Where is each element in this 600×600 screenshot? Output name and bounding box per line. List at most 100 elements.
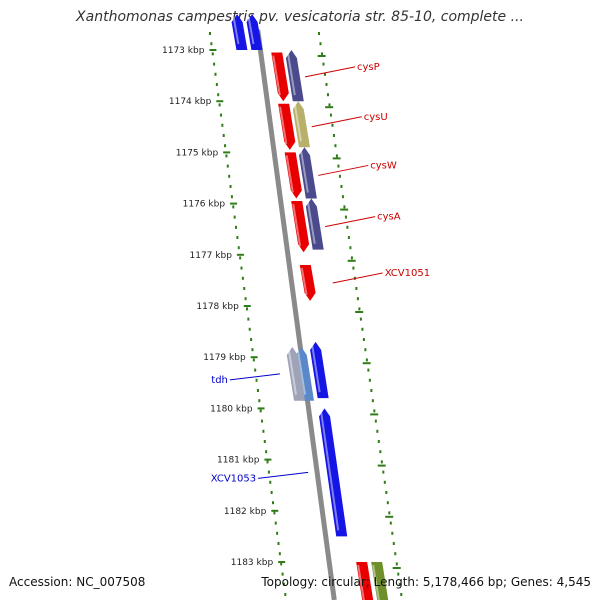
ruler-dot bbox=[247, 317, 250, 321]
ruler-dot bbox=[386, 501, 389, 505]
ruler-dot bbox=[350, 256, 353, 260]
gene-arrow-cysU[interactable] bbox=[278, 103, 296, 150]
gene-callout-line bbox=[332, 272, 383, 284]
gene-highlight bbox=[372, 564, 380, 600]
ruler-ticks: 1173 kbp 1174 kbp 1175 kbp 1176 kbp 1177 kbp… bbox=[162, 46, 401, 569]
gene-arrow-XCV1051[interactable] bbox=[299, 265, 316, 301]
ruler-dot bbox=[228, 174, 231, 178]
gene-arrow-top-rev-a[interactable] bbox=[231, 14, 248, 50]
gene-callout-line bbox=[304, 66, 356, 78]
ruler-dot bbox=[326, 93, 329, 97]
ruler-dot bbox=[391, 531, 394, 535]
ruler-dot bbox=[356, 297, 359, 301]
gene-highlight bbox=[287, 349, 297, 395]
ruler-dot bbox=[266, 460, 269, 464]
ruler-dot bbox=[331, 123, 334, 127]
ruler-dot bbox=[282, 582, 285, 586]
gene-arrow-tdh-b[interactable] bbox=[286, 346, 306, 401]
genome-summary: Topology: circular; Length: 5,178,466 bp… bbox=[261, 575, 591, 589]
ruler-dot bbox=[267, 470, 270, 474]
ruler-dot bbox=[382, 470, 385, 474]
gene-label-XCV1051[interactable]: XCV1051 bbox=[385, 268, 430, 279]
outer-ruler-dots bbox=[209, 32, 287, 596]
gene-arrow-cysP-rev[interactable] bbox=[285, 50, 304, 102]
gene-features[interactable] bbox=[231, 14, 389, 600]
gene-arrow-cysA[interactable] bbox=[291, 201, 310, 253]
gene-label-cysP[interactable]: cysP bbox=[357, 62, 380, 73]
ruler-dot bbox=[241, 276, 244, 280]
ruler-dot bbox=[262, 429, 265, 433]
ruler-dot bbox=[323, 72, 326, 76]
gene-arrow-tdh[interactable] bbox=[295, 346, 315, 401]
gene-arrow-cysW-rev[interactable] bbox=[298, 147, 317, 199]
map-title: Xanthomonas campestris pv. vesicatoria s… bbox=[76, 9, 524, 25]
ruler-dot bbox=[224, 144, 227, 148]
ruler-dot bbox=[394, 552, 397, 556]
ruler-dot bbox=[278, 552, 281, 556]
ruler-dot bbox=[209, 32, 211, 35]
ruler-tick-label: 1182 kbp bbox=[224, 507, 267, 517]
gene-highlight bbox=[286, 52, 296, 96]
ruler-dot bbox=[277, 542, 280, 545]
ruler-dot bbox=[361, 327, 364, 331]
gene-arrow-cysU-rev[interactable] bbox=[292, 101, 310, 148]
ruler-dot bbox=[343, 205, 346, 209]
gene-label-XCV1053[interactable]: XCV1053 bbox=[211, 473, 256, 484]
ruler-dot bbox=[221, 123, 224, 127]
ruler-dot bbox=[250, 338, 253, 341]
ruler-dot bbox=[398, 582, 401, 586]
gene-label-cysA[interactable]: cysA bbox=[377, 212, 401, 223]
ruler-dot bbox=[232, 205, 235, 209]
ruler-dot bbox=[272, 501, 275, 505]
ruler-dot bbox=[225, 154, 228, 158]
gene-arrow-bottom-fwd-b[interactable] bbox=[371, 562, 389, 600]
ruler-dot bbox=[347, 236, 350, 239]
ruler-dot bbox=[226, 164, 229, 168]
gene-highlight bbox=[247, 16, 255, 45]
gene-arrow-top-rev-b[interactable] bbox=[246, 14, 263, 50]
ruler-dot bbox=[329, 113, 332, 117]
ruler-dot bbox=[359, 317, 362, 321]
ruler-dot bbox=[319, 42, 322, 46]
accession-label: Accession: NC_007508 bbox=[9, 575, 146, 589]
gene-arrow-cysP[interactable] bbox=[271, 52, 289, 102]
ruler-dot bbox=[274, 521, 277, 525]
ruler-dot bbox=[281, 572, 284, 576]
gene-arrow-XCV1053[interactable] bbox=[319, 408, 348, 537]
ruler-dot bbox=[358, 307, 361, 311]
gene-highlight bbox=[272, 55, 281, 96]
gene-callout-line bbox=[318, 164, 369, 176]
ruler-dot bbox=[365, 358, 368, 362]
ruler-dot bbox=[240, 266, 243, 270]
ruler-dot bbox=[255, 378, 258, 382]
gene-arrow-bottom-fwd[interactable] bbox=[356, 562, 374, 600]
ruler-dot bbox=[328, 103, 331, 107]
ruler-dot bbox=[254, 368, 257, 372]
ruler-dot bbox=[235, 225, 238, 229]
ruler-dot bbox=[214, 72, 217, 76]
ruler-tick-label: 1183 kbp bbox=[231, 558, 274, 568]
gene-arrow-cysW[interactable] bbox=[284, 152, 302, 199]
ruler-tick-label: 1178 kbp bbox=[196, 302, 239, 312]
ruler-dot bbox=[400, 593, 403, 596]
ruler-dot bbox=[210, 42, 213, 46]
ruler-dot bbox=[252, 358, 255, 362]
gene-callout-line bbox=[325, 216, 376, 228]
gene-callout-line bbox=[311, 116, 362, 128]
gene-label-cysU[interactable]: cysU bbox=[364, 112, 388, 123]
gene-arrow-cysA-rev[interactable] bbox=[305, 198, 324, 250]
gene-arrow-XCV1052[interactable] bbox=[310, 341, 329, 399]
ruler-dot bbox=[318, 32, 320, 35]
ruler-dot bbox=[332, 134, 335, 137]
ruler-dot bbox=[370, 389, 373, 392]
gene-highlight bbox=[299, 150, 309, 193]
ruler-dot bbox=[355, 287, 358, 290]
ruler-dot bbox=[376, 429, 379, 433]
ruler-dot bbox=[236, 236, 239, 239]
ruler-dot bbox=[256, 389, 259, 392]
ruler-dot bbox=[325, 83, 328, 86]
ruler-dot bbox=[388, 511, 391, 515]
gene-label-tdh[interactable]: tdh bbox=[211, 375, 228, 386]
gene-label-cysW[interactable]: cysW bbox=[370, 160, 397, 171]
